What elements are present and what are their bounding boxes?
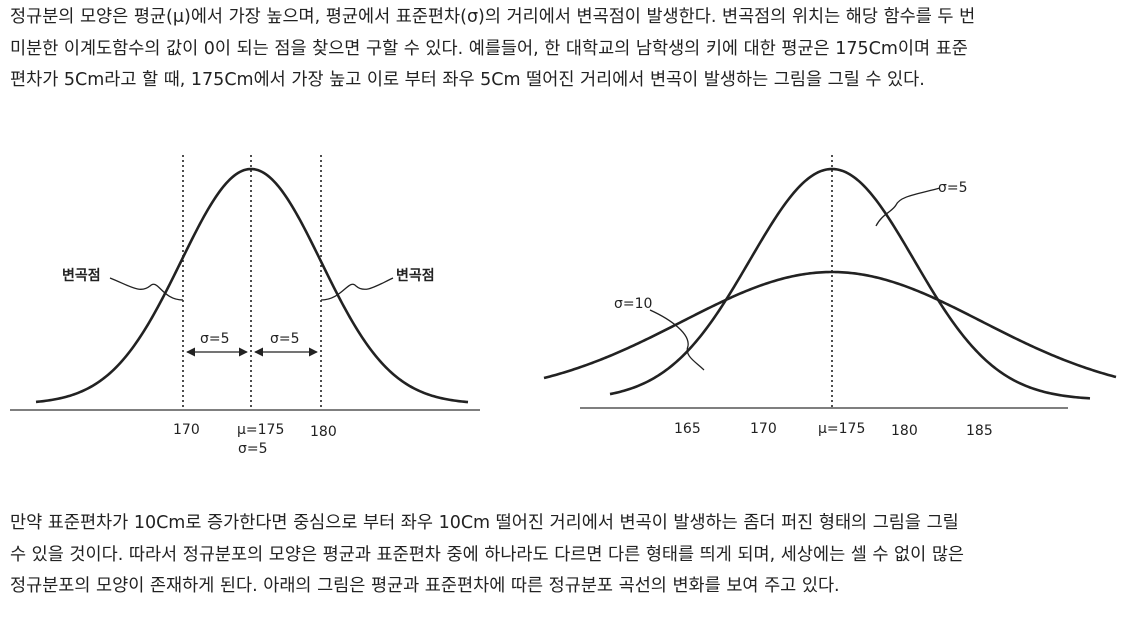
tick-label-170: 170 [750, 421, 777, 437]
tick-label-165: 165 [674, 421, 701, 437]
sigma-5-pointer [875, 187, 941, 227]
figure-left: 변곡점 변곡점 σ=5 σ=5 170 μ=175 180 σ=5 [10, 155, 480, 457]
paragraph-top: 정규분의 모양은 평균(μ)에서 가장 높으며, 평균에서 표준편차(σ)의 거… [10, 2, 1130, 97]
bell-curve-sigma-10 [543, 270, 1117, 380]
inflection-label-left: 변곡점 [62, 267, 101, 284]
tick-label-mu: μ=175 [237, 422, 284, 438]
inflection-label-right: 변곡점 [396, 267, 435, 284]
sigma-label-right: σ=5 [270, 331, 300, 347]
sigma-10-label: σ=10 [614, 296, 652, 312]
sigma-5-label: σ=5 [938, 180, 968, 196]
paragraph-line: 만약 표준편차가 10Cm로 증가한다면 중심으로 부터 좌우 10Cm 떨어진… [10, 513, 959, 533]
bell-curve-sigma-5 [609, 167, 1091, 400]
figure-right: σ=5 σ=10 165 170 μ=175 180 185 [543, 155, 1117, 439]
tick-label-170: 170 [173, 422, 200, 438]
paragraph-line: 수 있을 것이다. 따라서 정규분포의 모양은 평균과 표준편차 중에 하나라도… [10, 544, 965, 565]
paragraph-bottom: 만약 표준편차가 10Cm로 증가한다면 중심으로 부터 좌우 10Cm 떨어진… [10, 508, 1130, 603]
paragraph-line: 편차가 5Cm라고 할 때, 175Cm에서 가장 높고 이로 부터 좌우 5C… [10, 70, 925, 90]
bell-curve-sigma-5 [35, 167, 469, 404]
tick-label-180: 180 [891, 423, 918, 439]
inflection-pointer-left [109, 277, 184, 301]
sigma-10-pointer [649, 309, 705, 371]
paragraph-line: 정규분포의 모양이 존재하게 된다. 아래의 그림은 평균과 표준편차에 따른 … [10, 576, 840, 596]
paragraph-line: 정규분의 모양은 평균(μ)에서 가장 높으며, 평균에서 표준편차(σ)의 거… [10, 7, 976, 27]
tick-label-180: 180 [310, 424, 337, 440]
sigma-label-left: σ=5 [200, 331, 230, 347]
inflection-pointer-right [320, 277, 394, 301]
tick-label-mu: μ=175 [818, 421, 865, 437]
paragraph-line: 미분한 이계도함수의 값이 0이 되는 점을 찾으면 구할 수 있다. 예를들어… [10, 38, 968, 59]
tick-label-sigma: σ=5 [238, 441, 268, 457]
tick-label-185: 185 [966, 423, 993, 439]
